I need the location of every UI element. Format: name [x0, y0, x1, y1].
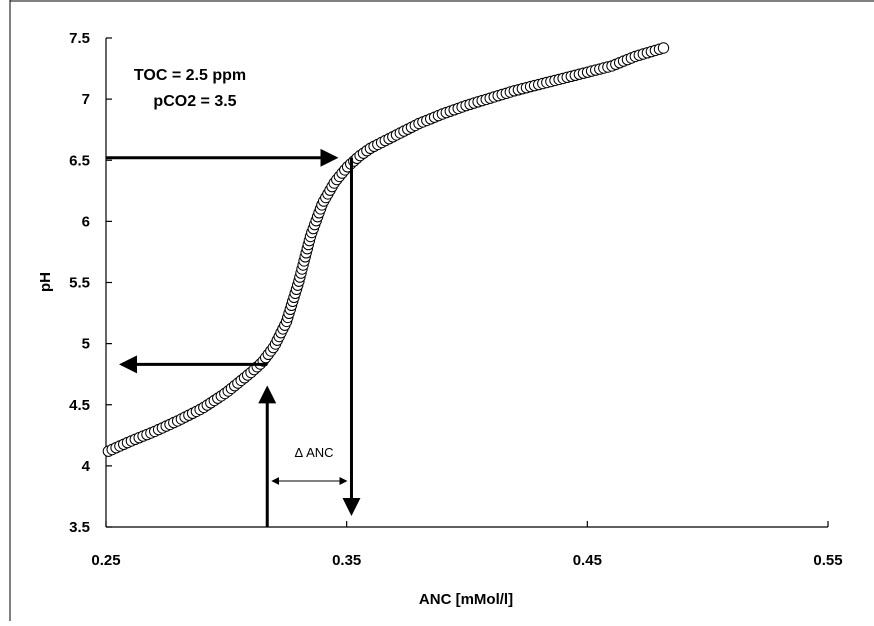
- y-tick-label: 7: [82, 91, 90, 108]
- x-axis-title: ANC [mMol/l]: [419, 591, 513, 608]
- y-tick-label: 4: [82, 458, 91, 475]
- x-tick-label: 0.25: [91, 552, 120, 569]
- pco2-annotation: pCO2 = 3.5: [153, 93, 236, 110]
- y-tick-label: 5: [82, 336, 90, 353]
- y-tick-label: 6: [82, 213, 90, 230]
- x-tick-label: 0.45: [573, 552, 602, 569]
- data-point: [658, 43, 668, 53]
- x-tick-label: 0.55: [813, 552, 842, 569]
- y-axis-title: pH: [37, 272, 54, 292]
- y-tick-label: 3.5: [69, 519, 90, 536]
- delta-anc-label: Δ ANC: [294, 445, 333, 460]
- toc-annotation: TOC = 2.5 ppm: [134, 67, 246, 84]
- y-tick-label: 5.5: [69, 275, 90, 292]
- x-tick-label: 0.35: [332, 552, 361, 569]
- y-tick-label: 7.5: [69, 30, 90, 47]
- axes: [106, 38, 828, 527]
- y-tick-label: 6.5: [69, 152, 90, 169]
- y-tick-label: 4.5: [69, 397, 90, 414]
